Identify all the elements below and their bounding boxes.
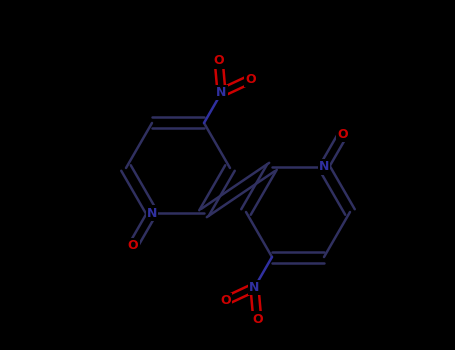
Text: N: N	[147, 206, 157, 219]
Text: O: O	[220, 294, 231, 307]
Text: O: O	[338, 127, 349, 141]
Text: O: O	[128, 239, 138, 252]
Text: N: N	[216, 86, 227, 99]
Text: O: O	[245, 73, 256, 86]
Text: N: N	[319, 160, 329, 174]
Text: O: O	[252, 313, 263, 326]
Text: O: O	[213, 54, 224, 67]
Text: N: N	[249, 281, 260, 294]
